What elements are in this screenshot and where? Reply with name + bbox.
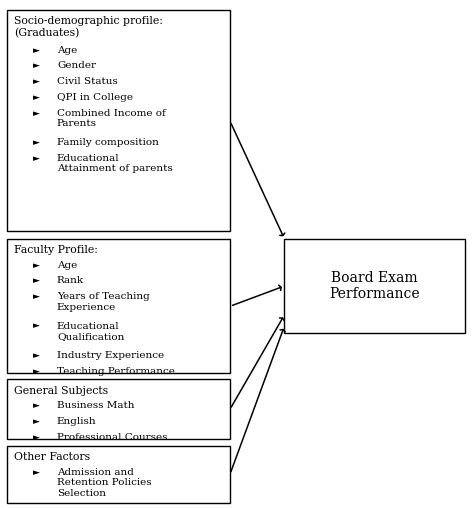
Text: ►: ► (33, 322, 40, 331)
Text: Board Exam
Performance: Board Exam Performance (329, 271, 420, 301)
Text: Educational
Qualification: Educational Qualification (57, 322, 124, 341)
Text: ►: ► (33, 138, 40, 147)
Text: General Subjects: General Subjects (14, 386, 109, 396)
Text: Years of Teaching
Experience: Years of Teaching Experience (57, 292, 150, 311)
Text: Civil Status: Civil Status (57, 77, 118, 86)
Text: ►: ► (33, 433, 40, 442)
Text: ►: ► (33, 292, 40, 301)
Text: QPI in College: QPI in College (57, 93, 133, 102)
Bar (7, 10, 230, 231)
Text: Business Math: Business Math (57, 401, 135, 410)
Text: ►: ► (33, 93, 40, 102)
Bar (7, 446, 230, 503)
Text: Socio-demographic profile:
(Graduates): Socio-demographic profile: (Graduates) (14, 16, 163, 38)
Text: Educational
Attainment of parents: Educational Attainment of parents (57, 154, 173, 173)
Text: Admission and
Retention Policies
Selection: Admission and Retention Policies Selecti… (57, 468, 152, 498)
Text: ►: ► (33, 401, 40, 410)
Text: ►: ► (33, 61, 40, 71)
Text: Age: Age (57, 46, 77, 55)
Text: ►: ► (33, 109, 40, 118)
Text: ►: ► (33, 417, 40, 426)
Text: Faculty Profile:: Faculty Profile: (14, 245, 98, 255)
Bar (7, 379, 230, 439)
Text: English: English (57, 417, 97, 426)
Bar (7, 239, 230, 373)
Text: ►: ► (33, 261, 40, 270)
Text: ►: ► (33, 351, 40, 360)
Text: Teaching Performance: Teaching Performance (57, 367, 175, 376)
Text: Combined Income of
Parents: Combined Income of Parents (57, 109, 165, 128)
Text: ►: ► (33, 276, 40, 285)
Text: ►: ► (33, 468, 40, 477)
Text: Professional Courses: Professional Courses (57, 433, 167, 442)
Text: ►: ► (33, 77, 40, 86)
Text: Other Factors: Other Factors (14, 452, 91, 462)
Bar (284, 239, 465, 333)
Text: Family composition: Family composition (57, 138, 159, 147)
Text: Gender: Gender (57, 61, 96, 71)
Text: ►: ► (33, 46, 40, 55)
Text: Rank: Rank (57, 276, 84, 285)
Text: ►: ► (33, 367, 40, 376)
Text: ►: ► (33, 154, 40, 163)
Text: Age: Age (57, 261, 77, 270)
Text: Industry Experience: Industry Experience (57, 351, 164, 360)
